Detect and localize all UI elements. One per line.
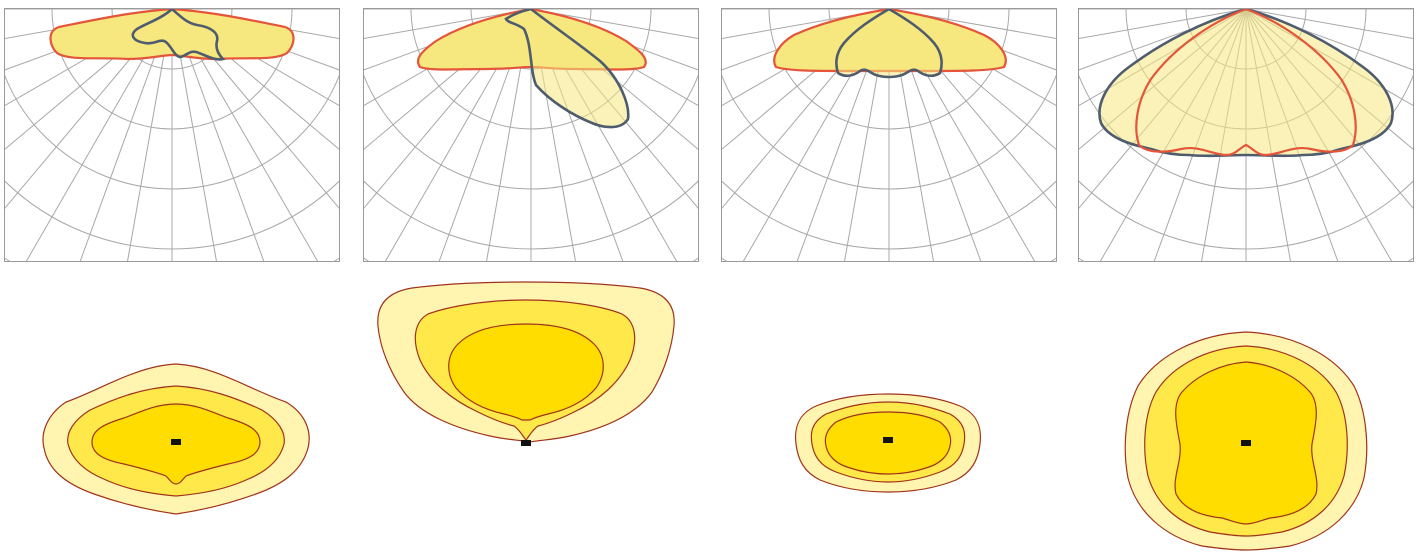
polar-grid-spoke xyxy=(171,9,217,261)
luminaire-marker xyxy=(1241,440,1251,446)
polar-diagram-2-svg xyxy=(364,9,698,261)
luminaire-marker xyxy=(171,439,181,445)
polar-grid-spoke xyxy=(438,9,532,261)
polar-grid-spoke xyxy=(1079,9,1247,39)
polar-grid-spoke xyxy=(171,9,265,261)
polar-grid-spoke xyxy=(127,9,173,261)
polar-grid-spoke xyxy=(79,9,173,261)
polar-grid-spoke xyxy=(1245,9,1413,71)
polar-grid-spoke xyxy=(1245,9,1413,39)
polar-diagram-1 xyxy=(4,8,340,262)
polar-grid-spoke xyxy=(1079,9,1247,71)
polar-grid-spoke xyxy=(888,9,1056,39)
polar-grid-spoke xyxy=(171,9,319,261)
isolux-inner-contour xyxy=(448,323,604,421)
polar-grid-spoke xyxy=(722,9,890,39)
luminaire-marker xyxy=(883,437,893,443)
polar-diagram-4-svg xyxy=(1079,9,1413,261)
polar-diagram-2 xyxy=(363,8,699,262)
polar-grid-spoke xyxy=(25,9,173,261)
curve-c90-c270 xyxy=(1098,9,1394,158)
polar-grid-spoke xyxy=(530,9,698,39)
polar-diagram-1-svg xyxy=(5,9,339,261)
curve-c90-c270 xyxy=(504,9,630,129)
polar-grid-spoke xyxy=(364,9,532,39)
curve-c90-c270 xyxy=(131,9,226,61)
polar-diagram-3-svg xyxy=(722,9,1056,261)
curve-c0-c180 xyxy=(1135,9,1357,157)
isolux-diagram-1 xyxy=(42,363,310,515)
isolux-diagram-3 xyxy=(794,393,982,493)
polar-diagram-4 xyxy=(1078,8,1414,262)
luminaire-marker xyxy=(521,440,531,446)
curve-c90-c270 xyxy=(835,9,943,79)
polar-grid-spoke xyxy=(486,9,532,261)
isolux-diagrams xyxy=(42,281,1368,551)
isolux-diagram-4 xyxy=(1124,331,1368,551)
polar-diagram-3 xyxy=(721,8,1057,262)
isolux-diagram-2 xyxy=(377,281,675,446)
